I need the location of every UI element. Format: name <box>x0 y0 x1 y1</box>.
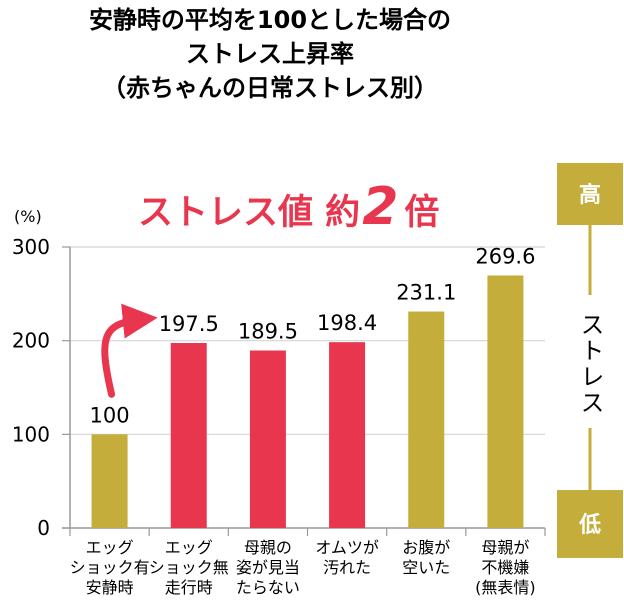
bar <box>249 350 286 528</box>
y-tick-label: 100 <box>12 422 50 446</box>
x-category-label: ショック有 <box>70 558 150 577</box>
headline: ストレス値 約2 倍 <box>138 177 439 237</box>
x-category-label: 母親が <box>481 538 529 557</box>
headline-suffix: 倍 <box>404 193 439 233</box>
stress-low-label: 低 <box>578 513 601 538</box>
value-label: 231.1 <box>396 281 456 305</box>
stress-scale: 高 低 ストレス <box>557 163 623 558</box>
value-label: 100 <box>90 403 130 427</box>
value-label: 197.5 <box>159 312 219 336</box>
value-labels-layer: 100 197.5 189.5 198.4 231.1 269.6 <box>90 244 536 427</box>
y-tick-label: 200 <box>12 329 50 353</box>
x-category-label: 空いた <box>402 558 450 577</box>
x-category-label: 汚れた <box>323 558 371 577</box>
bar <box>91 434 128 528</box>
x-category-label: ショック無 <box>149 558 229 577</box>
chart-title-line-3: （赤ちゃんの日常ストレス別） <box>102 74 438 102</box>
x-category-label: エッグ <box>86 538 134 557</box>
bar <box>170 343 207 528</box>
y-unit-label: (%) <box>14 207 42 226</box>
x-category-label: 母親の <box>244 538 292 557</box>
x-category-label: (無表情) <box>475 578 536 597</box>
x-category-label: オムツが <box>315 538 379 557</box>
y-tick-label: 0 <box>37 516 50 540</box>
x-category-label: 走行時 <box>165 578 213 597</box>
axis-layer: 0 100 200 300 <box>12 235 546 540</box>
x-category-label: 安静時 <box>86 578 134 597</box>
stress-low-badge <box>557 490 623 558</box>
bar <box>408 311 445 528</box>
stress-side-label: ストレス <box>576 312 604 416</box>
stress-high-badge <box>557 163 623 225</box>
x-category-label: エッグ <box>165 538 213 557</box>
y-tick-label: 300 <box>12 235 50 259</box>
x-category-label: 姿が見当 <box>236 558 300 577</box>
bar <box>487 275 524 528</box>
grid-layer <box>70 246 545 435</box>
bar <box>329 342 366 528</box>
headline-number: 2 <box>362 177 398 237</box>
headline-text: ストレス値 約 <box>138 193 360 233</box>
x-category-label: たらない <box>236 578 300 597</box>
chart-title-line-2: ストレス上昇率 <box>186 40 354 68</box>
increase-arrow <box>101 303 158 398</box>
chart-title-line-1: 安静時の平均を100とした場合の <box>89 6 451 34</box>
value-label: 198.4 <box>317 311 377 335</box>
bars-layer <box>91 275 524 528</box>
stress-high-label: 高 <box>579 182 601 208</box>
value-label: 269.6 <box>475 244 535 268</box>
value-label: 189.5 <box>238 320 298 344</box>
x-category-label: 不機嫌 <box>481 558 529 577</box>
x-category-label: お腹が <box>402 538 450 557</box>
